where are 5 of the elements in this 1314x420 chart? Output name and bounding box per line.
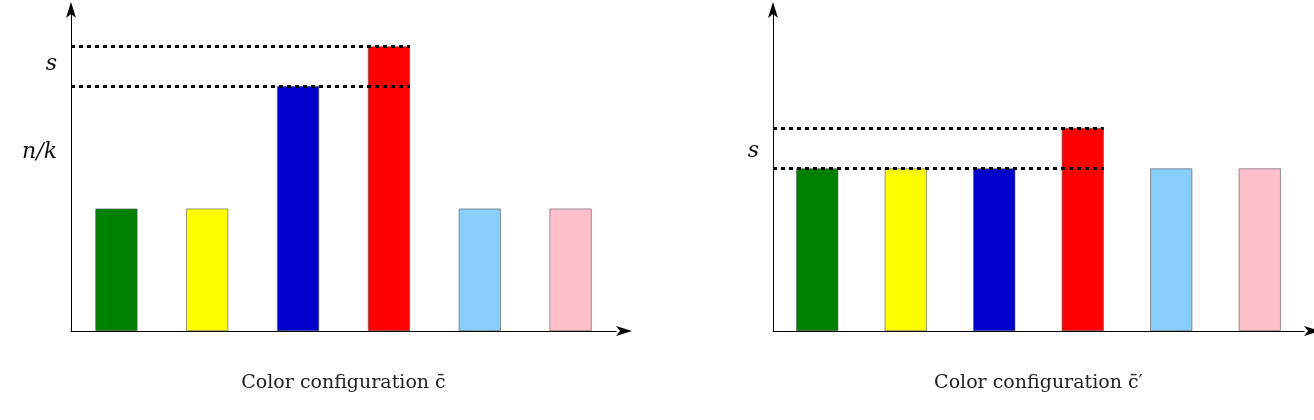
text: n/k <box>22 138 58 164</box>
x-axis-title: Color configuration c̄′ <box>934 369 1143 392</box>
text: s <box>45 50 58 75</box>
x-axis-title: Color configuration c̄ <box>241 369 446 392</box>
text: s <box>747 136 760 162</box>
